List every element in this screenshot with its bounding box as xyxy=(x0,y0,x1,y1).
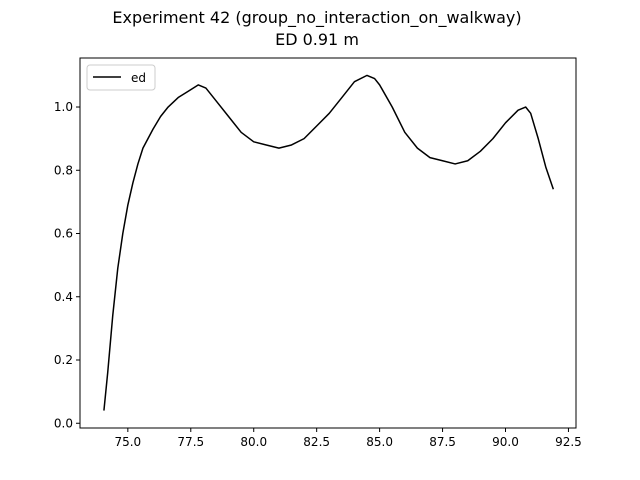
legend: ed xyxy=(86,64,156,91)
y-tick-label: 0.8 xyxy=(54,163,73,177)
chart-title: Experiment 42 (group_no_interaction_on_w… xyxy=(112,8,521,28)
x-tick-label: 77.5 xyxy=(177,435,204,449)
x-tick-label: 92.5 xyxy=(555,435,582,449)
x-tick-label: 87.5 xyxy=(429,435,456,449)
x-tick-label: 80.0 xyxy=(240,435,267,449)
series-line-ed xyxy=(103,74,555,411)
x-axis: 75.0 77.5 80.0 82.5 85.0 87.5 90.0 92.5 xyxy=(114,428,582,449)
y-axis: 0.0 0.2 0.4 0.6 0.8 1.0 xyxy=(54,100,80,430)
x-tick-label: 82.5 xyxy=(303,435,330,449)
legend-label-ed: ed xyxy=(131,71,146,85)
series-layer xyxy=(103,74,555,411)
chart-subtitle: ED 0.91 m xyxy=(275,30,359,49)
y-tick-label: 0.6 xyxy=(54,227,73,241)
y-tick-label: 0.2 xyxy=(54,353,73,367)
y-tick-label: 1.0 xyxy=(54,100,73,114)
x-tick-label: 75.0 xyxy=(114,435,141,449)
y-tick-label: 0.0 xyxy=(54,416,73,430)
plot-area-frame xyxy=(79,57,577,429)
x-tick-label: 90.0 xyxy=(492,435,519,449)
y-tick-label: 0.4 xyxy=(54,290,73,304)
x-tick-label: 85.0 xyxy=(366,435,393,449)
